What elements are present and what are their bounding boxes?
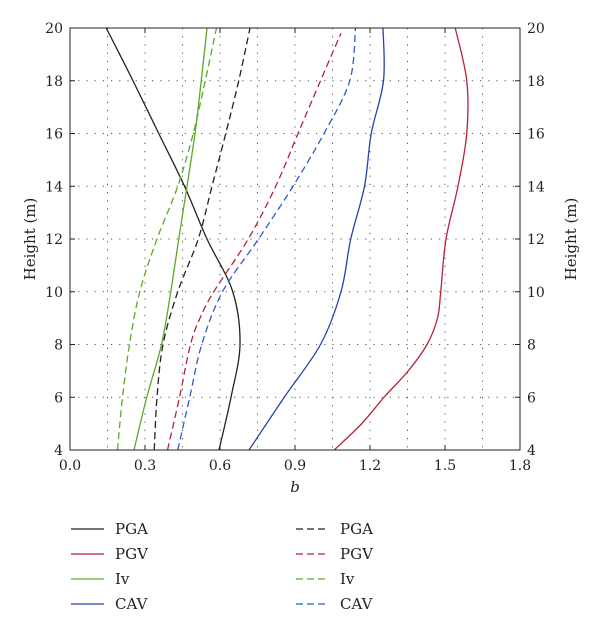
series-line-pga-solid <box>105 27 241 451</box>
series-lines <box>105 27 469 451</box>
legend-label-pgv-solid: PGV <box>115 545 149 563</box>
y-tick-label-right: 12 <box>527 232 545 248</box>
legend-label-pga-dashed: PGA <box>340 520 373 538</box>
y-tick-label-left: 18 <box>45 74 63 90</box>
y-tick-label-left: 8 <box>54 338 63 354</box>
y-tick-label-left: 20 <box>45 21 63 37</box>
y-tick-label-right: 4 <box>527 443 536 459</box>
y-tick-label-right: 10 <box>527 285 545 301</box>
y-tick-label-left: 10 <box>45 285 63 301</box>
legend-label-pga-solid: PGA <box>115 520 148 538</box>
x-tick-label: 0.0 <box>59 458 81 474</box>
y-tick-label-right: 8 <box>527 338 536 354</box>
x-tick-label: 0.9 <box>284 458 306 474</box>
x-tick-label: 1.5 <box>434 458 456 474</box>
series-line-pgv-dashed <box>166 33 342 451</box>
y-tick-label-right: 6 <box>527 390 536 406</box>
y-tick-label-left: 6 <box>54 390 63 406</box>
x-tick-label: 1.8 <box>509 458 531 474</box>
x-tick-label: 0.3 <box>134 458 156 474</box>
series-line-cav-solid <box>248 27 385 451</box>
x-axis-label: b <box>290 478 300 496</box>
legend-label-cav-solid: CAV <box>115 595 149 613</box>
y-axis-label-right: Height (m) <box>562 198 580 281</box>
y-tick-label-left: 16 <box>45 127 63 143</box>
x-tick-label: 1.2 <box>359 458 381 474</box>
y-tick-label-left: 4 <box>54 443 63 459</box>
y-tick-label-right: 20 <box>527 21 545 37</box>
series-line-pgv-solid <box>333 27 469 451</box>
legend-label-iv-solid: Iv <box>115 570 130 588</box>
series-line-pga-dashed <box>153 27 251 451</box>
y-tick-label-left: 14 <box>45 179 63 195</box>
legend: PGA PGV Iv CAV PGA PGV Iv CAV <box>71 520 374 613</box>
y-tick-label-right: 18 <box>527 74 545 90</box>
legend-label-iv-dashed: Iv <box>340 570 355 588</box>
series-line-iv-dashed <box>116 27 218 451</box>
x-tick-label: 0.6 <box>209 458 231 474</box>
series-line-cav-dashed <box>177 27 357 451</box>
series-line-iv-solid <box>133 27 208 451</box>
grid <box>70 28 521 450</box>
y-tick-label-right: 16 <box>527 127 545 143</box>
legend-label-cav-dashed: CAV <box>340 595 374 613</box>
y-tick-label-left: 12 <box>45 232 63 248</box>
y-axis-label-left: Height (m) <box>21 198 39 281</box>
legend-label-pgv-dashed: PGV <box>340 545 374 563</box>
y-tick-label-right: 14 <box>527 179 545 195</box>
